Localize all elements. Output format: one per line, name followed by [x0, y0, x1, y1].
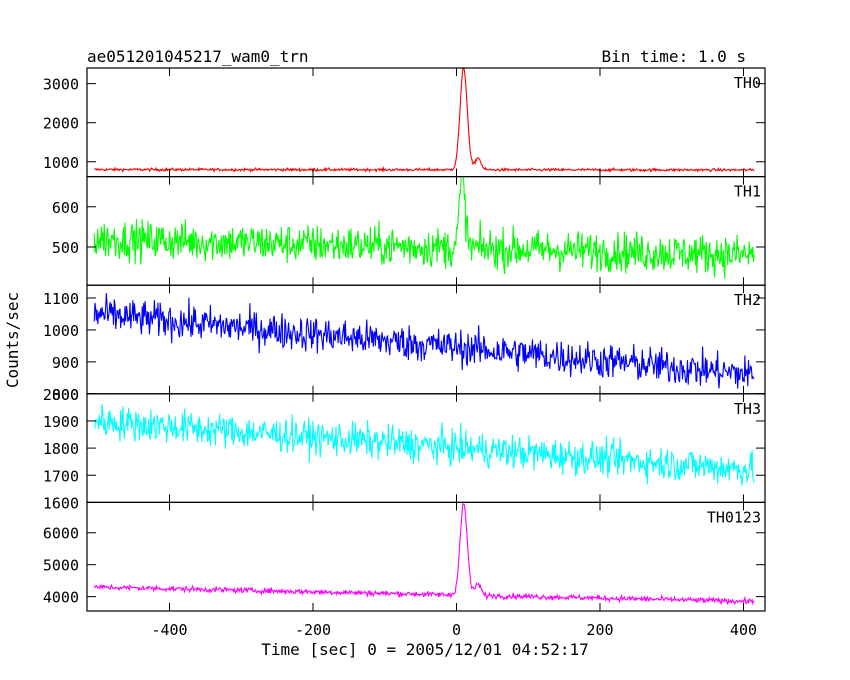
- series-line-th0: [94, 68, 755, 174]
- y-tick-label: 900: [52, 354, 79, 372]
- panel-th0: 1000 2000 3000 TH0: [43, 67, 766, 178]
- y-tick-label: 4000: [43, 589, 79, 607]
- x-tick-label: 200: [586, 621, 613, 639]
- x-tick-label: -400: [151, 621, 187, 639]
- panel-th2: 800 900 1000 1100 TH2: [43, 284, 766, 404]
- y-tick-label: 1000: [43, 154, 79, 172]
- y-tick-label: 2000: [43, 115, 79, 133]
- panel-frame: [86, 393, 766, 503]
- panel-frame: [86, 67, 766, 178]
- x-tick-label: 0: [452, 621, 461, 639]
- y-tick-label: 1100: [43, 290, 79, 308]
- y-tick-label: 5000: [43, 557, 79, 575]
- y-tick-label: 6000: [43, 525, 79, 543]
- light-curve-panels: 1000 2000 3000 TH0 500 600 TH1 800 900 1000 1100 TH…: [43, 67, 766, 612]
- panel-frame: [86, 501, 766, 612]
- y-tick-label: 3000: [43, 76, 79, 94]
- y-tick-label: 1000: [43, 322, 79, 340]
- y-tick-label: 1600: [43, 494, 79, 512]
- panel-th0123: 4000 5000 6000 TH0123: [43, 501, 766, 612]
- x-tick-label: 400: [730, 621, 757, 639]
- figure-title: ae051201045217_wam0_trn: [87, 47, 309, 66]
- panel-th1: 500 600 TH1: [52, 176, 766, 286]
- y-tick-label: 1900: [43, 413, 79, 431]
- panel-th3: 1600 1700 1800 1900 2000 TH3: [43, 386, 766, 512]
- y-tick-label: 600: [52, 199, 79, 217]
- panel-name-label: TH1: [734, 183, 761, 201]
- y-tick-label: 800: [52, 386, 79, 404]
- y-tick-label: 2000: [43, 386, 79, 404]
- series-line-th3: [93, 404, 755, 486]
- panel-name-label: TH0: [734, 74, 761, 92]
- y-tick-label: 1800: [43, 440, 79, 458]
- panel-name-label: TH2: [734, 291, 761, 309]
- series-line-th2: [93, 293, 755, 389]
- x-axis-label: Time [sec] 0 = 2005/12/01 04:52:17: [261, 640, 589, 659]
- panel-name-label: TH0123: [707, 508, 761, 526]
- x-tick-label: -200: [295, 621, 331, 639]
- series-line-th1: [93, 176, 755, 279]
- y-tick-label: 1700: [43, 467, 79, 485]
- y-tick-label: 500: [52, 239, 79, 257]
- series-line-th0123: [93, 503, 755, 606]
- y-axis-label: Counts/sec: [3, 292, 22, 388]
- bin-time-label: Bin time: 1.0 s: [602, 47, 747, 66]
- panel-name-label: TH3: [734, 400, 761, 418]
- time-axis: -400 -200 0 200 400: [151, 621, 757, 639]
